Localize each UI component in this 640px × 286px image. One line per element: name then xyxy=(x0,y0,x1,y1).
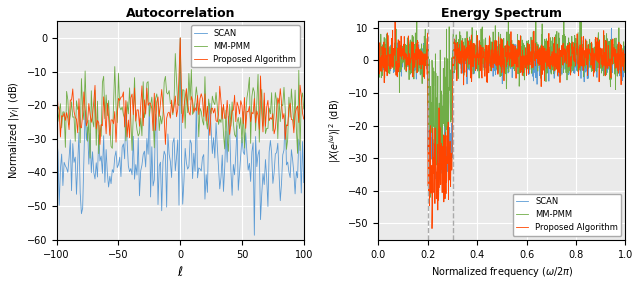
MM-PMM xyxy=(144,80,152,83)
MM-PMM xyxy=(177,36,184,40)
Legend: SCAN, MM-PMM, Proposed Algorithm: SCAN, MM-PMM, Proposed Algorithm xyxy=(191,25,300,67)
SCAN xyxy=(471,57,479,61)
MM-PMM xyxy=(53,76,61,80)
Proposed Algorithm xyxy=(189,99,196,103)
SCAN xyxy=(585,65,593,68)
SCAN xyxy=(607,27,615,30)
MM-PMM xyxy=(374,55,382,59)
SCAN xyxy=(250,234,258,237)
Proposed Algorithm xyxy=(300,117,308,121)
MM-PMM xyxy=(189,113,196,116)
X-axis label: $\ell$: $\ell$ xyxy=(177,265,184,279)
Line: MM-PMM: MM-PMM xyxy=(57,38,304,158)
SCAN xyxy=(54,150,62,154)
SCAN xyxy=(188,142,195,145)
Proposed Algorithm xyxy=(428,227,436,230)
MM-PMM xyxy=(54,120,62,123)
MM-PMM xyxy=(75,105,83,108)
SCAN xyxy=(431,177,439,180)
X-axis label: Normalized frequency ($\omega/2\pi$): Normalized frequency ($\omega/2\pi$) xyxy=(431,265,573,279)
Proposed Algorithm xyxy=(282,138,289,141)
Proposed Algorithm xyxy=(455,46,463,50)
Line: MM-PMM: MM-PMM xyxy=(378,21,625,197)
SCAN xyxy=(75,131,83,134)
Proposed Algorithm xyxy=(158,88,166,91)
Line: SCAN: SCAN xyxy=(57,38,304,235)
SCAN xyxy=(572,53,580,56)
Proposed Algorithm xyxy=(144,104,152,107)
Proposed Algorithm xyxy=(380,66,387,69)
SCAN xyxy=(374,55,382,58)
MM-PMM xyxy=(572,48,580,51)
Proposed Algorithm xyxy=(472,55,479,58)
MM-PMM xyxy=(158,122,166,126)
MM-PMM xyxy=(455,38,463,41)
Proposed Algorithm xyxy=(96,143,104,146)
Legend: SCAN, MM-PMM, Proposed Algorithm: SCAN, MM-PMM, Proposed Algorithm xyxy=(513,194,621,236)
Proposed Algorithm xyxy=(495,35,502,39)
Proposed Algorithm xyxy=(572,51,580,54)
Line: Proposed Algorithm: Proposed Algorithm xyxy=(378,21,625,229)
SCAN xyxy=(53,136,61,140)
Title: Autocorrelation: Autocorrelation xyxy=(125,7,235,20)
Proposed Algorithm xyxy=(54,104,62,108)
SCAN xyxy=(157,160,164,164)
MM-PMM xyxy=(586,45,593,49)
Proposed Algorithm xyxy=(391,19,399,23)
SCAN xyxy=(177,36,184,40)
Proposed Algorithm xyxy=(177,36,184,40)
MM-PMM xyxy=(300,107,308,111)
MM-PMM xyxy=(86,156,94,160)
SCAN xyxy=(300,181,308,184)
Y-axis label: Normalized $|\gamma_l|$ (dB): Normalized $|\gamma_l|$ (dB) xyxy=(7,82,21,179)
Title: Energy Spectrum: Energy Spectrum xyxy=(442,7,563,20)
MM-PMM xyxy=(621,68,629,72)
MM-PMM xyxy=(413,19,420,23)
Proposed Algorithm xyxy=(586,47,593,51)
Proposed Algorithm xyxy=(374,49,382,52)
Y-axis label: $|X(e^{j\omega})|^2$ (dB): $|X(e^{j\omega})|^2$ (dB) xyxy=(327,98,342,163)
SCAN xyxy=(455,44,463,47)
Line: SCAN: SCAN xyxy=(378,28,625,179)
Line: Proposed Algorithm: Proposed Algorithm xyxy=(57,38,304,144)
SCAN xyxy=(282,114,289,117)
MM-PMM xyxy=(380,56,387,59)
SCAN xyxy=(143,137,151,140)
SCAN xyxy=(380,62,387,66)
MM-PMM xyxy=(472,53,479,57)
MM-PMM xyxy=(282,108,289,111)
Proposed Algorithm xyxy=(53,86,61,90)
SCAN xyxy=(495,38,502,41)
MM-PMM xyxy=(495,31,502,34)
Proposed Algorithm xyxy=(75,97,83,100)
MM-PMM xyxy=(426,196,434,199)
Proposed Algorithm xyxy=(621,39,629,42)
SCAN xyxy=(621,53,629,56)
